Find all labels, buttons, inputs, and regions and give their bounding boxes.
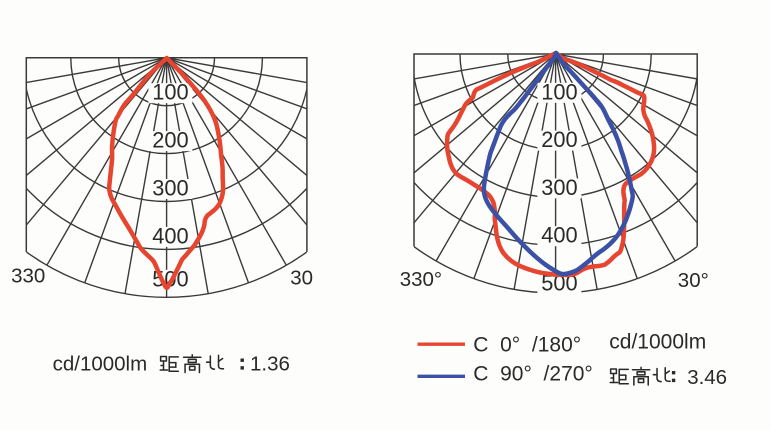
svg-text:200: 200 (152, 128, 188, 153)
svg-text:330°: 330° (400, 268, 442, 291)
svg-text:200: 200 (541, 127, 577, 152)
svg-text:400: 400 (541, 223, 577, 248)
svg-text:100: 100 (152, 80, 188, 105)
svg-text:1.36: 1.36 (250, 353, 290, 376)
svg-text:cd/1000lm: cd/1000lm (53, 353, 148, 376)
svg-text:30: 30 (290, 267, 313, 290)
svg-text:C 0° /180°: C 0° /180° (473, 334, 581, 357)
svg-text:330: 330 (11, 265, 45, 288)
svg-text:400: 400 (152, 223, 188, 248)
svg-text:100: 100 (541, 79, 577, 104)
svg-text:3.46: 3.46 (687, 366, 727, 389)
svg-text:300: 300 (541, 175, 577, 200)
svg-text:30°: 30° (678, 269, 709, 292)
svg-text:cd/1000lm: cd/1000lm (609, 331, 706, 354)
svg-text:C 90° /270°: C 90° /270° (473, 362, 593, 385)
svg-text:300: 300 (152, 176, 188, 201)
